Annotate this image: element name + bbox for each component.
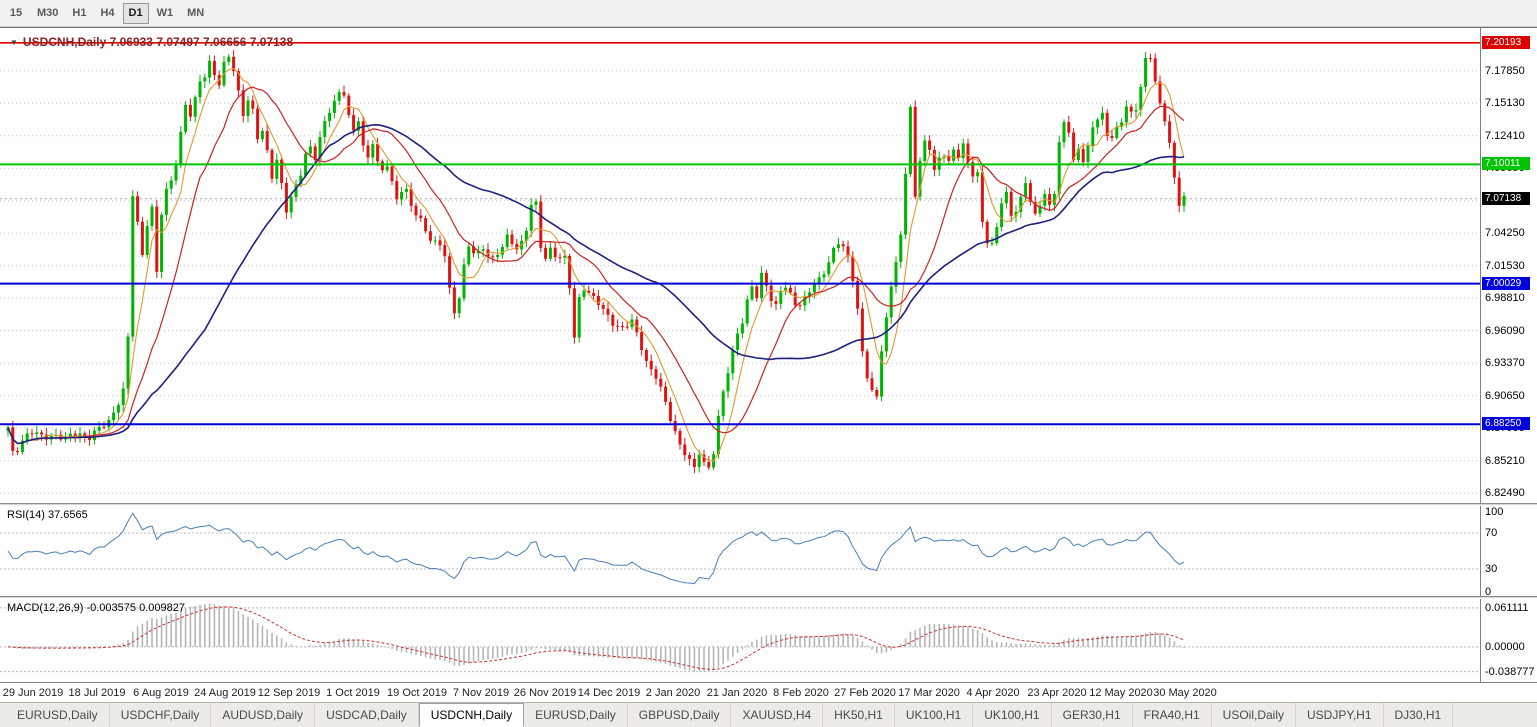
rsi-axis-label: 0 <box>1485 586 1492 598</box>
timeframe-button-H1[interactable]: H1 <box>72 7 87 19</box>
chart-tab-8-HK50-H1[interactable]: HK50,H1 <box>823 703 895 727</box>
chart-tab-0-EURUSD-Daily[interactable]: EURUSD,Daily <box>6 703 110 727</box>
chart-window[interactable]: 7.178507.151307.124107.096907.069707.042… <box>0 27 1537 682</box>
macd-axis-label: 0.00000 <box>1485 640 1525 653</box>
date-axis-label: 7 Nov 2019 <box>452 687 510 699</box>
chart-tab-9-UK100-H1[interactable]: UK100,H1 <box>895 703 974 727</box>
chart-ohlc-title: ▼ USDCNH,Daily 7.06933 7.07497 7.06656 7… <box>10 35 293 49</box>
rsi-plot[interactable] <box>0 506 1480 596</box>
date-axis-label: 17 Mar 2020 <box>898 687 960 699</box>
price-axis-label: 7.17850 <box>1485 64 1525 77</box>
chart-tab-4-USDCNH-Daily[interactable]: USDCNH,Daily <box>418 703 525 727</box>
date-axis-label: 12 Sep 2019 <box>257 687 321 699</box>
time-axis[interactable]: 29 Jun 2019 18 Jul 2019 6 Aug 2019 24 Aug 2… <box>0 682 1537 702</box>
chart-tab-7-XAUUSD-H4[interactable]: XAUUSD,H4 <box>731 703 824 727</box>
macd-indicator-label: MACD(12,26,9) -0.003575 0.009827 <box>7 602 185 614</box>
timeframe-button-W1[interactable]: W1 <box>156 7 174 19</box>
price-badge-resistance: 7.20193 <box>1482 35 1530 49</box>
date-axis-label: 29 Jun 2019 <box>2 687 64 699</box>
chart-tab-11-GER30-H1[interactable]: GER30,H1 <box>1052 703 1133 727</box>
timeframe-button-D1[interactable]: D1 <box>122 2 149 24</box>
price-badge-support-2: 6.88250 <box>1482 417 1530 431</box>
chart-tab-13-USOil-Daily[interactable]: USOil,Daily <box>1212 703 1297 727</box>
main-chart-plot[interactable] <box>0 28 1480 503</box>
current-price-badge: 7.07138 <box>1482 191 1530 205</box>
timeframe-button-MN[interactable]: MN <box>187 7 205 19</box>
macd-axis-label: 0.061111 <box>1485 601 1529 614</box>
price-axis-label: 7.15130 <box>1485 97 1525 110</box>
date-axis-label: 18 Jul 2019 <box>68 687 126 699</box>
macd-axis-label: -0.038777 <box>1485 665 1535 678</box>
date-axis-label: 1 Oct 2019 <box>326 687 380 699</box>
price-badge-pivot: 7.10011 <box>1482 157 1530 171</box>
date-axis-label: 14 Dec 2019 <box>577 687 641 699</box>
rsi-indicator-label: RSI(14) 37.6565 <box>7 509 88 521</box>
price-axis-label: 6.90650 <box>1485 389 1525 402</box>
date-axis-label: 8 Feb 2020 <box>773 687 829 699</box>
chart-tab-10-UK100-H1[interactable]: UK100,H1 <box>973 703 1052 727</box>
date-axis-label: 27 Feb 2020 <box>834 687 896 699</box>
chart-tab-6-GBPUSD-Daily[interactable]: GBPUSD,Daily <box>628 703 732 727</box>
timeframe-toolbar: 15 M30 H1 H4 D1 W1 MN <box>0 0 1537 27</box>
panel-separator[interactable] <box>0 503 1537 506</box>
price-axis-label: 6.93370 <box>1485 357 1525 370</box>
date-axis-label: 19 Oct 2019 <box>387 687 447 699</box>
ohlc-text: USDCNH,Daily 7.06933 7.07497 7.06656 7.0… <box>22 35 294 49</box>
price-axis-label: 6.82490 <box>1485 487 1525 500</box>
price-axis-label: 6.85210 <box>1485 454 1525 467</box>
macd-plot[interactable] <box>0 599 1480 682</box>
date-axis-label: 21 Jan 2020 <box>706 687 768 699</box>
date-axis-label: 4 Apr 2020 <box>966 687 1020 699</box>
chart-tab-3-USDCAD-Daily[interactable]: USDCAD,Daily <box>315 703 419 727</box>
date-axis-label: 23 Apr 2020 <box>1027 687 1087 699</box>
price-badge-support-1: 7.00029 <box>1482 276 1530 290</box>
price-axis-label: 7.12410 <box>1485 129 1525 142</box>
timeframe-button-H4[interactable]: H4 <box>100 7 115 19</box>
panel-separator[interactable] <box>0 596 1537 599</box>
date-axis-label: 12 May 2020 <box>1089 687 1153 699</box>
collapse-triangle-icon[interactable]: ▼ <box>10 37 18 47</box>
price-axis[interactable]: 7.178507.151307.124107.096907.069707.042… <box>1480 28 1537 682</box>
chart-tab-14-USDJPY-H1[interactable]: USDJPY,H1 <box>1296 703 1384 727</box>
chart-tab-1-USDCHF-Daily[interactable]: USDCHF,Daily <box>110 703 212 727</box>
chart-tab-2-AUDUSD-Daily[interactable]: AUDUSD,Daily <box>211 703 316 727</box>
rsi-axis-label: 100 <box>1485 506 1504 518</box>
price-axis-label: 6.98810 <box>1485 292 1525 305</box>
price-axis-label: 6.96090 <box>1485 324 1525 337</box>
date-axis-label: 6 Aug 2019 <box>133 687 189 699</box>
timeframe-button-M30[interactable]: M30 <box>37 7 59 19</box>
price-axis-label: 7.04250 <box>1485 227 1525 240</box>
price-axis-label: 7.01530 <box>1485 259 1525 272</box>
chart-tab-12-FRA40-H1[interactable]: FRA40,H1 <box>1133 703 1212 727</box>
date-axis-label: 24 Aug 2019 <box>194 687 256 699</box>
chart-tab-15-DJ30-H1[interactable]: DJ30,H1 <box>1384 703 1454 727</box>
date-axis-label: 30 May 2020 <box>1153 687 1217 699</box>
rsi-axis-label: 30 <box>1485 563 1498 575</box>
chart-tabs-bar: EURUSD,Daily USDCHF,Daily AUDUSD,Daily USDC… <box>0 702 1537 727</box>
date-axis-label: 26 Nov 2019 <box>513 687 577 699</box>
timeframe-button-15[interactable]: 15 <box>9 7 23 19</box>
rsi-axis-label: 70 <box>1485 527 1498 539</box>
chart-tab-5-EURUSD-Daily[interactable]: EURUSD,Daily <box>524 703 628 727</box>
date-axis-label: 2 Jan 2020 <box>645 687 701 699</box>
